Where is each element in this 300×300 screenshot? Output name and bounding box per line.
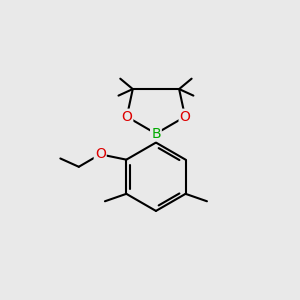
Text: B: B bbox=[151, 127, 161, 141]
Text: O: O bbox=[122, 110, 132, 124]
Text: O: O bbox=[95, 147, 106, 161]
Text: O: O bbox=[180, 110, 190, 124]
